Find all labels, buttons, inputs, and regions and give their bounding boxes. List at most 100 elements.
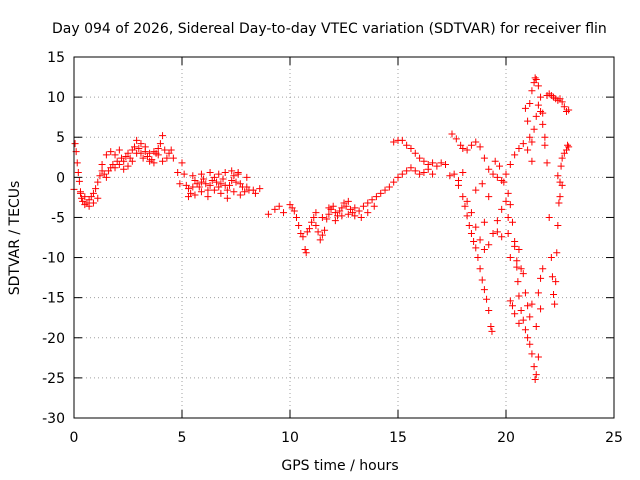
data-point (290, 207, 298, 215)
data-point (321, 226, 329, 234)
data-point (472, 138, 480, 146)
data-point (323, 215, 331, 223)
data-point (344, 210, 352, 218)
data-point (403, 141, 411, 149)
data-point (534, 101, 542, 109)
data-point (390, 138, 398, 146)
data-point (485, 165, 493, 173)
data-point (159, 132, 167, 140)
data-point (197, 170, 205, 178)
data-point (429, 159, 437, 167)
data-point (534, 289, 542, 297)
data-point (228, 177, 236, 185)
y-tick-label: -15 (42, 291, 65, 307)
data-point (351, 212, 359, 220)
data-point (318, 231, 326, 239)
data-point (368, 196, 376, 204)
data-point (528, 350, 536, 358)
data-point (159, 157, 167, 165)
data-point (500, 178, 508, 186)
data-point (519, 316, 527, 324)
data-point (528, 157, 536, 165)
plot-frame (73, 56, 615, 419)
data-point (310, 213, 318, 221)
data-point (489, 229, 497, 237)
data-point (547, 254, 555, 262)
data-point (493, 217, 501, 225)
data-point (556, 193, 564, 201)
data-point (504, 229, 512, 237)
data-point (474, 254, 482, 262)
data-point (511, 151, 519, 159)
data-point (545, 213, 553, 221)
data-point (532, 112, 540, 120)
data-point (390, 178, 398, 186)
data-point (370, 202, 378, 210)
data-point (150, 159, 158, 167)
data-point (560, 103, 568, 111)
y-tick-label: 15 (47, 50, 65, 66)
data-point (124, 162, 132, 170)
data-point (338, 204, 346, 212)
data-point (200, 175, 208, 183)
data-point (476, 265, 484, 273)
data-point (74, 169, 82, 177)
data-point (189, 172, 197, 180)
data-point (381, 186, 389, 194)
data-point (316, 236, 324, 244)
data-point (543, 159, 551, 167)
data-point (223, 194, 231, 202)
data-point (137, 140, 145, 148)
data-point (526, 340, 534, 348)
data-point (513, 257, 521, 265)
data-point (472, 223, 480, 231)
data-point (528, 138, 536, 146)
data-point (416, 170, 424, 178)
data-point (251, 189, 259, 197)
data-point (329, 202, 337, 210)
y-tick-label: -30 (42, 411, 65, 427)
data-point (537, 305, 545, 313)
data-point (472, 186, 480, 194)
data-point (130, 143, 138, 151)
data-point (236, 191, 244, 199)
data-point (154, 151, 162, 159)
y-axis-label: SDTVAR / TECUs (7, 181, 23, 296)
data-point (467, 229, 475, 237)
data-point (541, 133, 549, 141)
data-point (403, 167, 411, 175)
data-point (411, 149, 419, 157)
data-point (487, 323, 495, 331)
data-point (498, 233, 506, 241)
data-point (202, 180, 210, 188)
data-point (508, 218, 516, 226)
data-point (385, 183, 393, 191)
data-point (232, 178, 240, 186)
data-point (217, 180, 225, 188)
data-point (537, 108, 545, 116)
data-point (463, 197, 471, 205)
data-point (429, 170, 437, 178)
data-point (120, 165, 128, 173)
data-point (528, 300, 536, 308)
data-point (204, 193, 212, 201)
data-point (551, 300, 559, 308)
data-point (478, 180, 486, 188)
data-point (228, 167, 236, 175)
data-point (264, 210, 272, 218)
data-point (146, 149, 154, 157)
data-point (169, 154, 177, 162)
data-point (76, 189, 84, 197)
x-tick-label: 15 (389, 430, 407, 446)
data-point (554, 172, 562, 180)
data-point (454, 181, 462, 189)
x-axis-label: GPS time / hours (281, 458, 398, 474)
data-point (493, 173, 501, 181)
data-point (530, 363, 538, 371)
data-point (364, 209, 372, 217)
data-point (459, 169, 467, 177)
data-point (156, 140, 164, 148)
data-point (548, 273, 556, 281)
data-point (531, 74, 539, 82)
data-point (502, 170, 510, 178)
